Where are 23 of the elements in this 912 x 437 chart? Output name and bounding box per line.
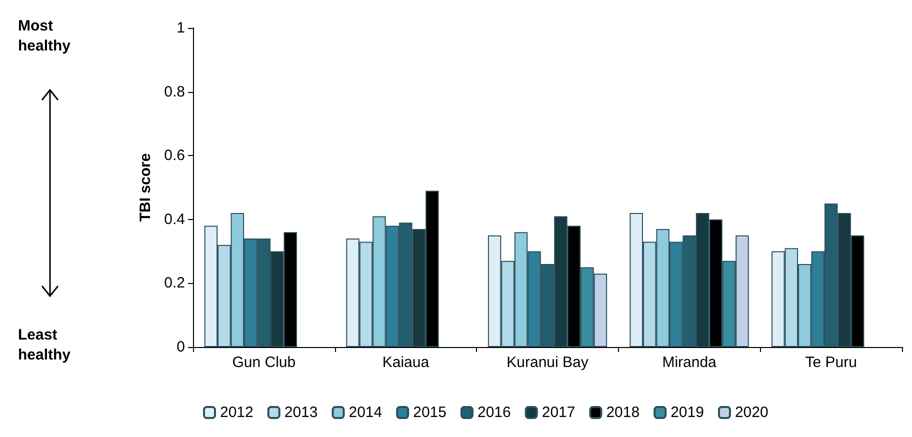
text: Least healthy [18, 326, 72, 364]
y-tick-label: 0 [176, 338, 185, 356]
x-tick-label: Miranda [662, 354, 718, 371]
x-tick-label: Kaiaua [382, 354, 430, 371]
x-tick-label: Kuranui Bay [506, 354, 589, 371]
legend-label: 2013 [284, 404, 318, 421]
legend-label: 2014 [348, 404, 382, 421]
legend-label: 2018 [606, 404, 640, 421]
y-axis-title: TBI score [137, 153, 154, 222]
legend-label: 2016 [477, 404, 511, 421]
y-tick-label: 1 [176, 20, 185, 36]
legend-label: 2020 [734, 404, 768, 421]
y-tick-label: 0.6 [164, 147, 185, 164]
legend-label: 2017 [542, 404, 576, 421]
legend-label: 2015 [413, 404, 446, 421]
legend-label: 2019 [670, 404, 704, 421]
y-tick-label: 0.4 [164, 210, 185, 228]
y-tick-label: 0.2 [164, 274, 185, 292]
y-tick-label: 0.8 [164, 83, 185, 100]
legend-label: 2012 [220, 404, 254, 421]
x-tick-label: Te Puru [805, 354, 857, 371]
x-tick-label: Gun Club [232, 354, 296, 371]
text: Most healthy [18, 18, 72, 54]
